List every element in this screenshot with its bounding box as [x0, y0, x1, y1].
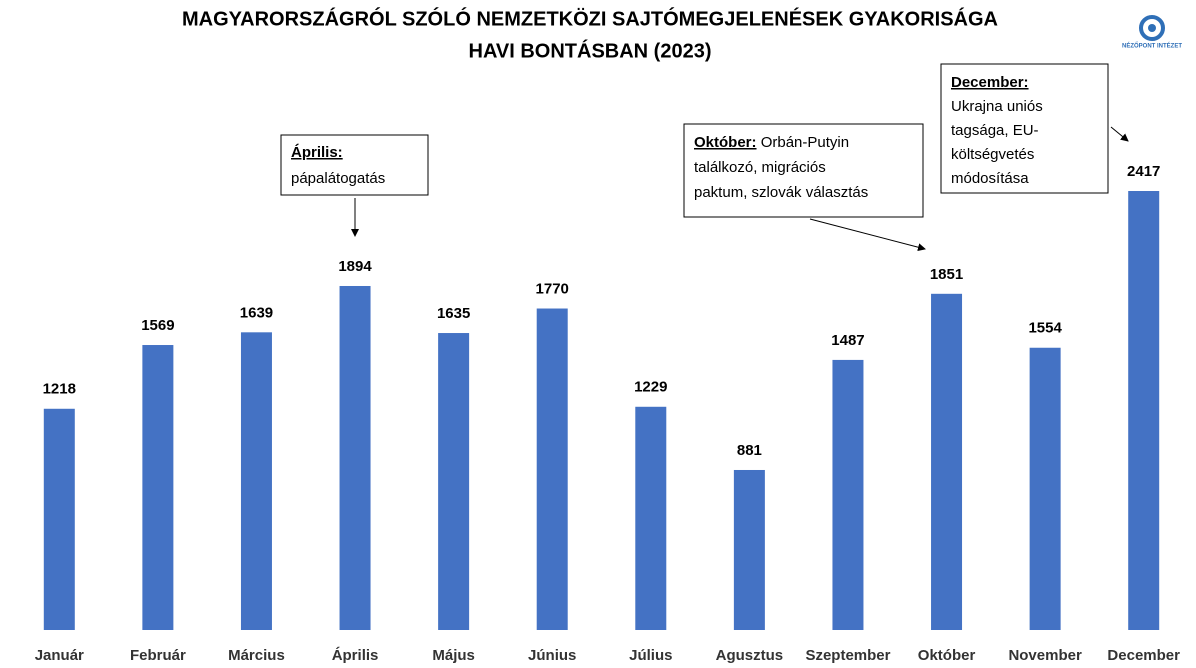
bar [1029, 347, 1061, 630]
bar [438, 333, 470, 630]
annotation: pápalátogatás [291, 170, 385, 187]
annotation-box [280, 134, 429, 196]
value-label: 2417 [1127, 163, 1160, 180]
bar [733, 469, 765, 630]
chart-title: HAVI BONTÁSBAN (2023) [469, 39, 712, 62]
x-tick-label: Január [35, 647, 84, 664]
value-label: 1229 [634, 379, 667, 396]
value-label: 881 [737, 442, 762, 459]
annotation: Április: [291, 144, 343, 161]
value-label: 1218 [43, 381, 76, 398]
value-label: 1635 [437, 305, 470, 322]
logo-text: NÉZŐPONT INTÉZET [1122, 42, 1182, 50]
annotation: Ukrajna uniós [951, 98, 1043, 115]
value-label: 1894 [338, 258, 372, 275]
annotation: költségvetés [951, 146, 1034, 163]
bar [1128, 191, 1160, 630]
value-label: 1851 [930, 266, 963, 283]
value-label: 1554 [1028, 320, 1062, 337]
bar [240, 332, 272, 630]
annotation-box [940, 63, 1109, 194]
x-tick-label: Március [228, 647, 285, 664]
arrow [809, 218, 926, 252]
bar [142, 345, 174, 630]
x-tick-label: Szeptember [805, 647, 890, 664]
x-tick-label: Május [432, 647, 475, 664]
bar [43, 408, 75, 630]
annotation-box [683, 123, 924, 218]
x-tick-label: Június [528, 647, 576, 664]
x-tick-label: Július [629, 647, 672, 664]
bar [931, 293, 963, 630]
annotation: találkozó, migrációs [694, 159, 826, 176]
annotation: paktum, szlovák választás [694, 184, 868, 201]
arrow [1110, 126, 1129, 142]
value-label: 1639 [240, 304, 273, 321]
annotation: Október: Orbán-Putyin [694, 134, 849, 151]
value-label: 1487 [831, 332, 864, 349]
x-tick-label: Április [332, 647, 379, 664]
x-tick-label: December [1107, 647, 1180, 664]
annotation: December: [951, 74, 1029, 91]
chart-title: MAGYARORSZÁGRÓL SZÓLÓ NEMZETKÖZI SAJTÓME… [182, 6, 998, 30]
annotation: tagsága, EU- [951, 122, 1039, 139]
value-label: 1569 [141, 317, 174, 334]
bar [635, 406, 667, 630]
bar [832, 359, 864, 630]
bar [339, 285, 371, 630]
bar [536, 308, 568, 630]
x-tick-label: November [1008, 647, 1082, 664]
x-tick-label: Agusztus [716, 647, 784, 664]
x-tick-label: Október [918, 647, 976, 664]
annotation: módosítása [951, 170, 1029, 187]
value-label: 1770 [536, 280, 569, 297]
x-tick-label: Február [130, 647, 186, 664]
logo: NÉZŐPONT INTÉZET [1122, 15, 1182, 50]
